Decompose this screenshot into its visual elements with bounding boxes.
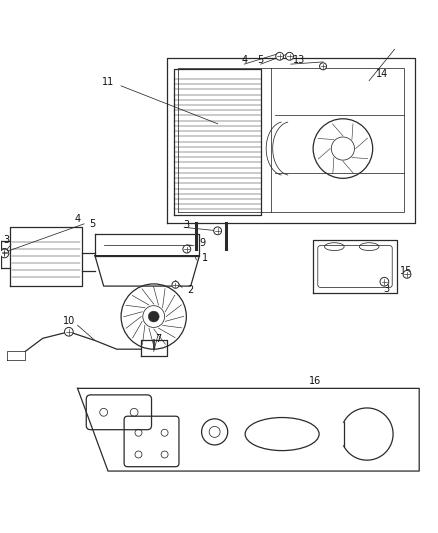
Text: 3: 3 — [384, 284, 390, 294]
Text: 1: 1 — [202, 253, 208, 263]
Text: 10: 10 — [63, 316, 75, 326]
Text: 16: 16 — [309, 376, 321, 385]
Text: 4: 4 — [241, 55, 247, 65]
Text: 7: 7 — [155, 334, 161, 344]
Circle shape — [64, 327, 73, 336]
Text: 14: 14 — [376, 69, 389, 79]
Circle shape — [148, 311, 159, 322]
Circle shape — [0, 248, 8, 256]
Circle shape — [320, 63, 327, 70]
Circle shape — [0, 249, 9, 258]
Text: 2: 2 — [187, 285, 194, 295]
Text: 13: 13 — [293, 55, 306, 65]
Circle shape — [380, 277, 389, 286]
Text: 15: 15 — [400, 266, 412, 276]
Text: 3: 3 — [4, 236, 10, 245]
Text: 11: 11 — [102, 77, 114, 86]
Text: 5: 5 — [90, 219, 96, 229]
Circle shape — [276, 52, 283, 60]
Circle shape — [286, 52, 293, 60]
Circle shape — [214, 227, 222, 235]
Circle shape — [172, 281, 179, 288]
Text: 5: 5 — [258, 55, 264, 65]
Text: 9: 9 — [199, 238, 205, 248]
Circle shape — [183, 245, 191, 253]
Circle shape — [403, 270, 411, 278]
Text: 4: 4 — [74, 214, 81, 224]
Text: 3: 3 — [183, 220, 189, 230]
